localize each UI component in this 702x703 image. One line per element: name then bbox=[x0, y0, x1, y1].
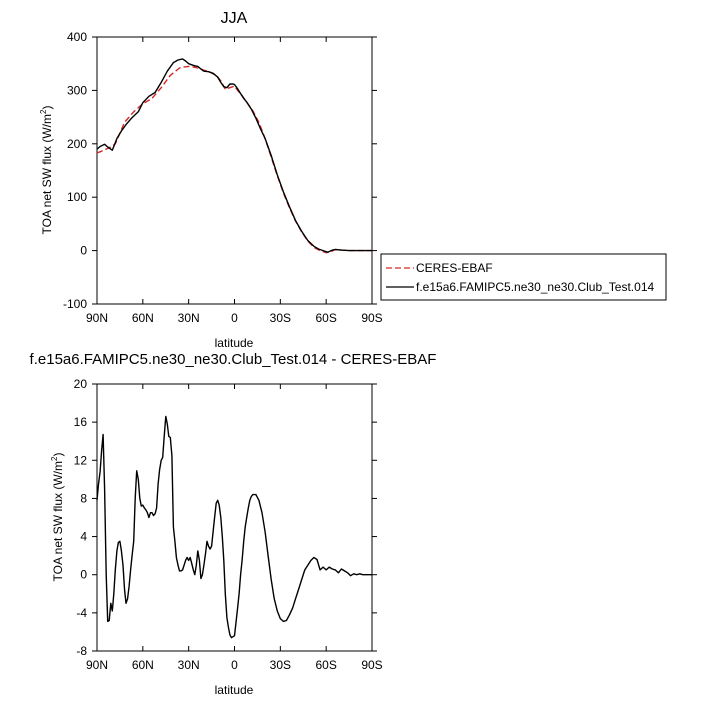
panel-bottom-x-tick-label: 90S bbox=[361, 658, 382, 672]
panel-bottom-y-tick-label: 12 bbox=[74, 453, 88, 467]
panel-top-y-tick-label: 400 bbox=[67, 30, 87, 44]
panel-bottom-y-tick-label: 20 bbox=[74, 377, 88, 391]
panel-bottom-title: f.e15a6.FAMIPC5.ne30_ne30.Club_Test.014 … bbox=[30, 351, 437, 368]
legend-frame bbox=[380, 253, 667, 301]
panel-top-title: JJA bbox=[221, 10, 248, 27]
panel-top-y-tick-label: -100 bbox=[63, 297, 87, 311]
panel-bottom-x-axis-label: latitude bbox=[215, 683, 254, 697]
panel-bottom-x-tick-label: 30S bbox=[270, 658, 291, 672]
panel-bottom-y-tick-label: -8 bbox=[76, 644, 87, 658]
panel-top-plot-frame bbox=[96, 36, 373, 305]
panel-top-legend: CERES-EBAF f.e15a6.FAMIPC5.ne30_ne30.Clu… bbox=[380, 253, 667, 301]
panel-top-y-tick-label: 100 bbox=[67, 190, 87, 204]
panel-top-x-tick-label: 30N bbox=[178, 311, 200, 325]
panel-bottom: f.e15a6.FAMIPC5.ne30_ne30.Club_Test.014 … bbox=[30, 351, 437, 697]
panel-bottom-series-line-0 bbox=[96, 415, 372, 639]
panel-bottom-x-tick-label: 60N bbox=[132, 658, 154, 672]
panel-top-x-tick-label: 0 bbox=[231, 311, 238, 325]
panel-bottom-y-tick-label: 8 bbox=[80, 491, 87, 505]
panel-bottom-y-tick-label: -4 bbox=[76, 606, 87, 620]
panel-top: JJA 90N 60N 30N 0 30S 60S 90S -100 0 100 200 300 40… bbox=[39, 10, 667, 350]
panel-top-series-line-1 bbox=[96, 58, 372, 253]
panel-top-series-line-0 bbox=[96, 65, 372, 254]
panel-bottom-x-tick-label: 60S bbox=[315, 658, 336, 672]
panel-top-x-tick-label: 30S bbox=[270, 311, 291, 325]
panel-bottom-y-ticks: -8 -4 0 4 8 12 16 20 bbox=[74, 377, 377, 658]
panel-top-y-tick-label: 300 bbox=[67, 83, 87, 97]
panel-bottom-x-tick-label: 30N bbox=[178, 658, 200, 672]
panel-top-y-ticks: -100 0 100 200 300 400 bbox=[63, 30, 377, 311]
panel-top-y-tick-label: 200 bbox=[67, 137, 87, 151]
panel-bottom-series bbox=[96, 415, 372, 639]
panel-bottom-y-tick-label: 16 bbox=[74, 415, 88, 429]
panel-bottom-x-ticks: 90N 60N 30N 0 30S 60S 90S bbox=[86, 384, 383, 672]
panel-top-x-axis-label: latitude bbox=[215, 336, 254, 350]
panel-bottom-x-tick-label: 0 bbox=[231, 658, 238, 672]
panel-bottom-y-tick-label: 4 bbox=[80, 530, 87, 544]
panel-bottom-y-tick-label: 0 bbox=[80, 568, 87, 582]
panel-top-x-tick-label: 90S bbox=[361, 311, 382, 325]
panel-bottom-x-tick-label: 90N bbox=[86, 658, 108, 672]
legend-label-ceres: CERES-EBAF bbox=[416, 261, 493, 275]
panel-bottom-y-axis-label: TOA net SW flux (W/m2) bbox=[50, 453, 65, 582]
legend-label-model: f.e15a6.FAMIPC5.ne30_ne30.Club_Test.014 bbox=[416, 280, 654, 294]
panel-top-x-ticks: 90N 60N 30N 0 30S 60S 90S bbox=[86, 37, 383, 325]
panel-top-series bbox=[96, 58, 372, 254]
panel-top-x-tick-label: 60N bbox=[132, 311, 154, 325]
panel-top-x-tick-label: 90N bbox=[86, 311, 108, 325]
panel-top-y-tick-label: 0 bbox=[80, 244, 87, 258]
panel-bottom-plot-frame bbox=[96, 383, 373, 652]
panel-top-x-tick-label: 60S bbox=[315, 311, 336, 325]
panel-top-y-axis-label: TOA net SW flux (W/m2) bbox=[39, 106, 54, 235]
